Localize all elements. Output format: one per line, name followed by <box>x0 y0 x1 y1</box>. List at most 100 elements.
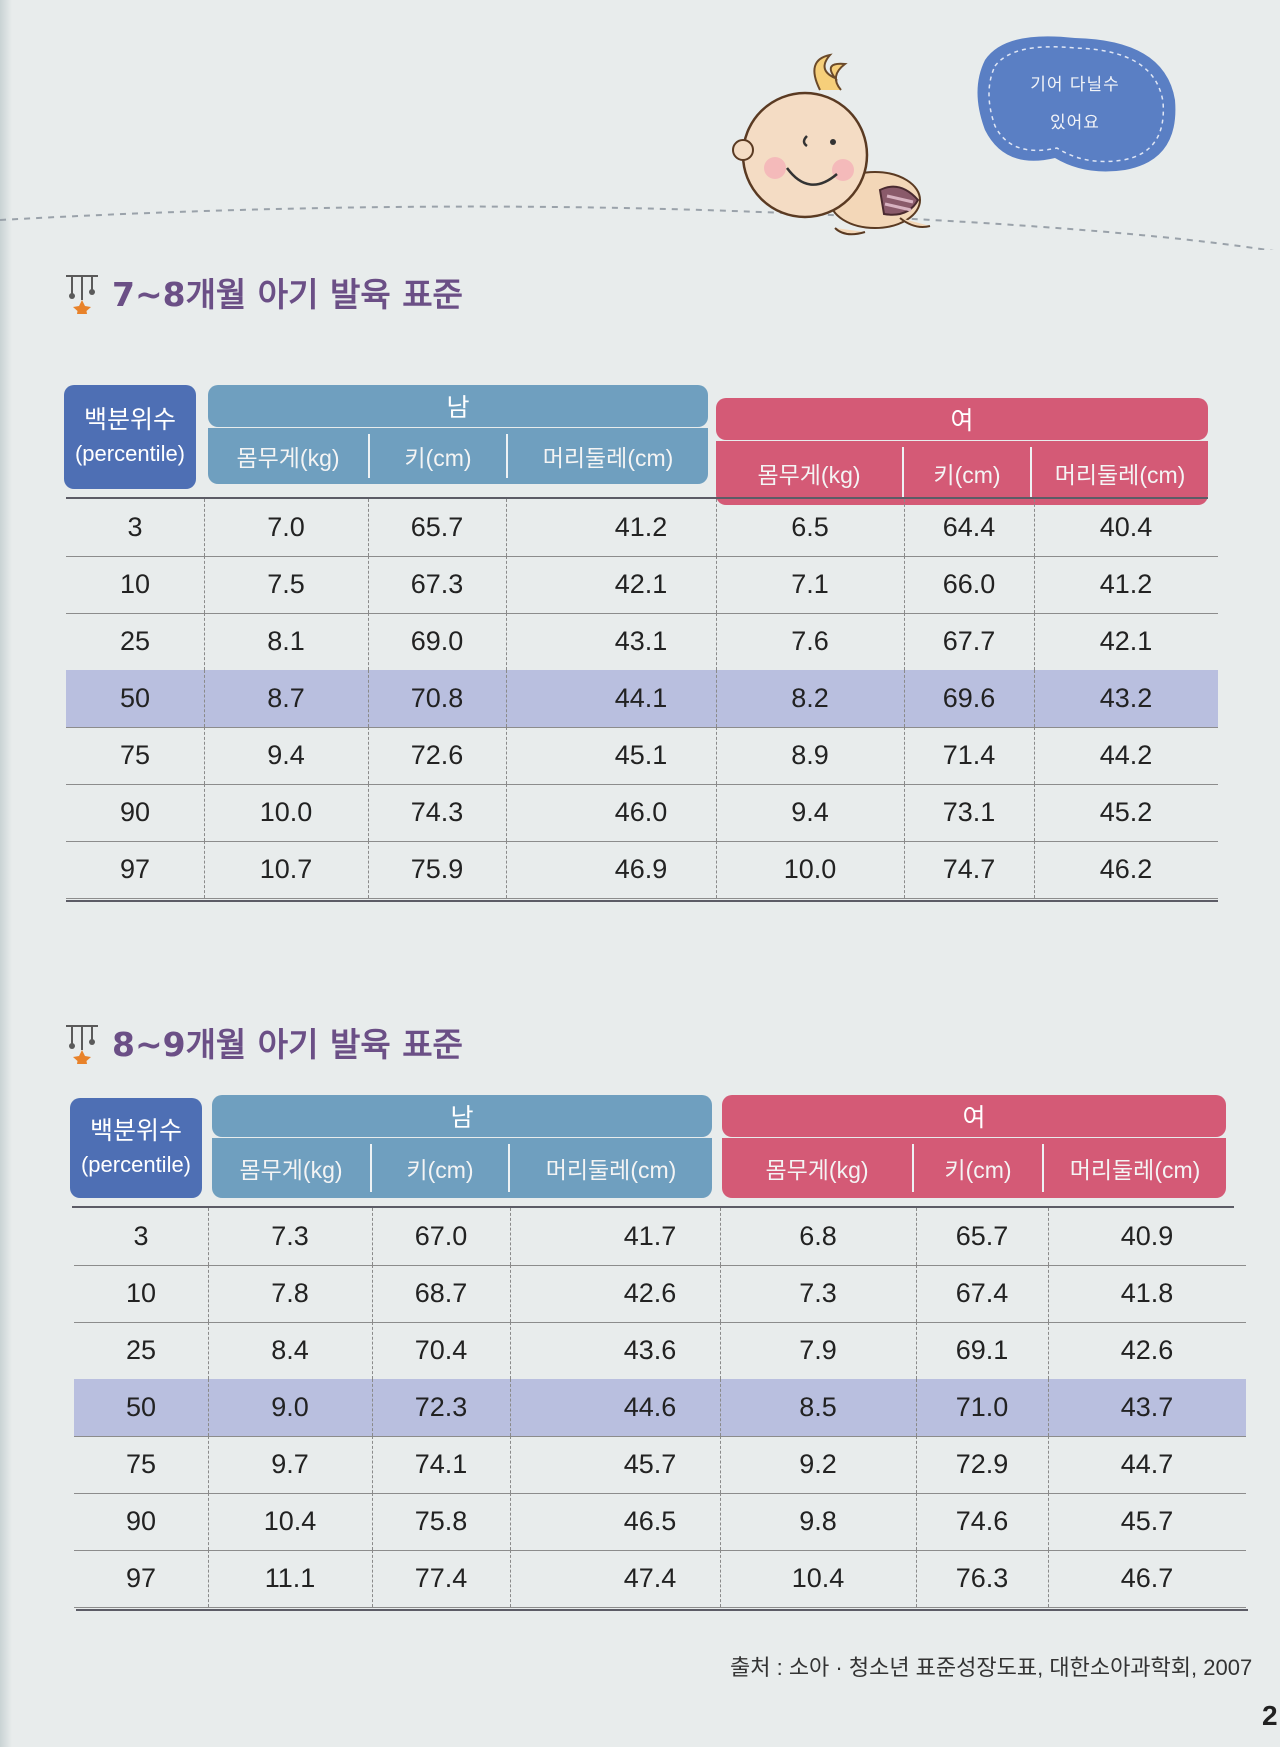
cell-female-weight: 9.2 <box>799 1449 837 1479</box>
column-divider <box>716 727 717 784</box>
cell-female-weight: 8.5 <box>799 1392 837 1422</box>
crawling-baby-illustration <box>732 53 931 236</box>
cell-female-head: 42.1 <box>1099 626 1153 656</box>
cell-female-weight: 6.8 <box>799 1221 837 1251</box>
cell-male-weight: 9.7 <box>271 1449 309 1479</box>
column-divider <box>904 613 905 670</box>
cell-male-weight: 10.0 <box>259 797 313 827</box>
cell-female-head: 41.8 <box>1120 1278 1174 1308</box>
column-divider <box>1048 1322 1049 1379</box>
column-divider <box>204 499 205 556</box>
mobile-toy-icon <box>66 275 98 314</box>
cell-percentile: 75 <box>125 1449 157 1479</box>
header-male: 남 <box>208 385 708 427</box>
mobile-toy-icon <box>66 1025 98 1064</box>
table-row: 25 8.4 70.4 43.6 7.9 69.1 42.6 <box>74 1322 1246 1380</box>
column-divider <box>506 499 507 556</box>
cell-male-height: 70.8 <box>410 683 464 713</box>
cell-percentile: 3 <box>133 1221 149 1251</box>
source-citation: 출처 : 소아 · 청소년 표준성장도표, 대한소아과학회, 2007 <box>730 1655 1253 1680</box>
header-male-label: 남 <box>446 394 470 422</box>
header-percentile-ko: 백분위수 <box>83 406 176 434</box>
column-divider <box>372 1493 373 1550</box>
cell-male-head: 46.9 <box>614 854 668 884</box>
header-percentile-en: (percentile) <box>74 441 186 466</box>
cell-male-height: 72.6 <box>410 740 464 770</box>
cell-male-height: 65.7 <box>410 512 464 542</box>
column-divider <box>208 1379 209 1436</box>
header-male: 남 <box>212 1095 712 1137</box>
cell-male-head: 42.1 <box>614 569 668 599</box>
column-divider <box>204 784 205 841</box>
column-divider <box>1048 1550 1049 1607</box>
cell-male-head: 43.1 <box>614 626 668 656</box>
table-row: 90 10.0 74.3 46.0 9.4 73.1 45.2 <box>66 784 1218 842</box>
column-divider <box>506 784 507 841</box>
header-female-label: 여 <box>950 407 974 435</box>
table-row: 10 7.8 68.7 42.6 7.3 67.4 41.8 <box>74 1265 1246 1323</box>
cell-female-weight: 8.2 <box>791 683 829 713</box>
table-row: 97 11.1 77.4 47.4 10.4 76.3 46.7 <box>74 1550 1246 1608</box>
cell-female-height: 74.7 <box>942 854 996 884</box>
column-divider <box>916 1436 917 1493</box>
table-bottom-rule <box>76 1609 1248 1611</box>
header-female-subcolumns: 몸무게(kg) 키(cm) 머리둘레(cm) <box>716 441 1208 505</box>
cell-male-height: 72.3 <box>414 1392 468 1422</box>
cell-percentile: 97 <box>119 854 151 884</box>
column-divider <box>208 1322 209 1379</box>
column-divider <box>716 556 717 613</box>
column-divider <box>510 1493 511 1550</box>
column-divider <box>506 727 507 784</box>
cell-female-height: 65.7 <box>955 1221 1009 1251</box>
header-percentile-ko: 백분위수 <box>89 1117 182 1145</box>
cell-female-head: 46.2 <box>1099 854 1153 884</box>
column-divider <box>208 1550 209 1607</box>
column-divider <box>720 1379 721 1436</box>
column-divider <box>720 1208 721 1265</box>
cell-female-weight: 6.5 <box>791 512 829 542</box>
column-divider <box>1034 613 1035 670</box>
header-female-height: 키(cm) <box>933 462 1001 488</box>
cell-male-weight: 7.0 <box>267 512 305 542</box>
column-divider <box>368 499 369 556</box>
bubble-line-2: 있어요 <box>1050 113 1100 133</box>
page-number: 2 <box>1262 1700 1278 1731</box>
section-title-text: 8~9개월 아기 발육 표준 <box>112 1025 463 1064</box>
cell-male-height: 77.4 <box>414 1563 468 1593</box>
cell-female-head: 40.9 <box>1120 1221 1174 1251</box>
cell-male-weight: 7.5 <box>267 569 305 599</box>
header-male-height: 키(cm) <box>406 1157 474 1183</box>
cell-female-head: 43.7 <box>1120 1392 1174 1422</box>
cell-male-height: 67.0 <box>414 1221 468 1251</box>
cell-percentile: 50 <box>119 683 151 713</box>
cell-female-head: 42.6 <box>1120 1335 1174 1365</box>
cell-male-weight: 9.4 <box>267 740 305 770</box>
column-divider <box>368 727 369 784</box>
cell-female-weight: 9.4 <box>791 797 829 827</box>
column-divider <box>716 499 717 556</box>
column-divider <box>916 1208 917 1265</box>
column-divider <box>904 670 905 727</box>
column-divider <box>720 1265 721 1322</box>
cell-female-height: 73.1 <box>942 797 996 827</box>
table-row: 50 8.7 70.8 44.1 8.2 69.6 43.2 <box>66 670 1218 728</box>
column-divider <box>510 1208 511 1265</box>
header-female-subcolumns: 몸무게(kg) 키(cm) 머리둘레(cm) <box>722 1138 1226 1198</box>
column-divider <box>204 670 205 727</box>
column-divider <box>904 784 905 841</box>
column-divider <box>372 1208 373 1265</box>
table-row: 90 10.4 75.8 46.5 9.8 74.6 45.7 <box>74 1493 1246 1551</box>
column-divider <box>904 841 905 898</box>
column-divider <box>916 1265 917 1322</box>
column-divider <box>904 499 905 556</box>
column-divider <box>372 1379 373 1436</box>
cell-female-head: 43.2 <box>1099 683 1153 713</box>
column-divider <box>506 613 507 670</box>
bubble-line-1: 기어 다닐수 <box>1030 75 1120 95</box>
column-divider <box>904 727 905 784</box>
column-divider <box>372 1436 373 1493</box>
cell-female-height: 74.6 <box>955 1506 1009 1536</box>
cell-male-head: 44.1 <box>614 683 668 713</box>
cell-female-height: 69.1 <box>955 1335 1009 1365</box>
cell-male-weight: 9.0 <box>271 1392 309 1422</box>
